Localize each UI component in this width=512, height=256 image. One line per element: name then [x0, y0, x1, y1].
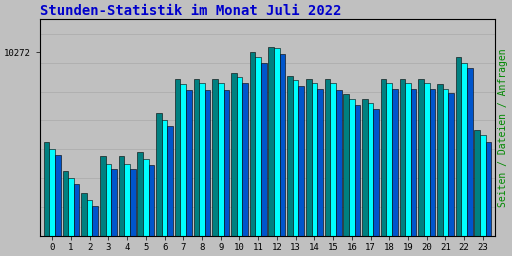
Bar	[167, 126, 173, 256]
Bar	[461, 63, 467, 256]
Bar	[381, 79, 387, 256]
Bar	[231, 73, 237, 256]
Bar	[237, 77, 242, 256]
Bar	[242, 83, 248, 256]
Bar	[218, 83, 224, 256]
Bar	[387, 83, 392, 256]
Bar	[68, 178, 74, 256]
Bar	[255, 57, 261, 256]
Bar	[44, 142, 50, 256]
Bar	[81, 193, 87, 256]
Bar	[467, 68, 473, 256]
Bar	[437, 84, 443, 256]
Bar	[480, 135, 486, 256]
Bar	[344, 94, 349, 256]
Bar	[130, 169, 136, 256]
Bar	[287, 76, 293, 256]
Text: Stunden-Statistik im Monat Juli 2022: Stunden-Statistik im Monat Juli 2022	[40, 4, 342, 18]
Bar	[443, 89, 448, 256]
Bar	[148, 165, 154, 256]
Bar	[418, 79, 424, 256]
Bar	[274, 48, 280, 256]
Bar	[330, 83, 336, 256]
Bar	[93, 206, 98, 256]
Bar	[111, 169, 117, 256]
Bar	[448, 93, 454, 256]
Bar	[424, 83, 430, 256]
Bar	[119, 156, 124, 256]
Bar	[186, 90, 191, 256]
Bar	[312, 83, 317, 256]
Bar	[362, 99, 368, 256]
Bar	[124, 164, 130, 256]
Bar	[475, 131, 480, 256]
Bar	[430, 89, 435, 256]
Bar	[50, 149, 55, 256]
Bar	[55, 155, 60, 256]
Bar	[162, 120, 167, 256]
Bar	[293, 80, 298, 256]
Bar	[373, 109, 379, 256]
Bar	[156, 113, 162, 256]
Bar	[199, 83, 205, 256]
Bar	[399, 79, 405, 256]
Bar	[486, 142, 492, 256]
Bar	[280, 54, 285, 256]
Bar	[456, 57, 461, 256]
Bar	[212, 79, 218, 256]
Bar	[268, 47, 274, 256]
Bar	[224, 90, 229, 256]
Bar	[194, 79, 199, 256]
Bar	[411, 89, 416, 256]
Bar	[175, 79, 181, 256]
Bar	[405, 83, 411, 256]
Bar	[368, 103, 373, 256]
Bar	[205, 90, 210, 256]
Bar	[317, 89, 323, 256]
Bar	[105, 164, 111, 256]
Y-axis label: Seiten / Dateien / Anfragen: Seiten / Dateien / Anfragen	[498, 48, 508, 207]
Bar	[181, 84, 186, 256]
Bar	[336, 90, 342, 256]
Bar	[87, 200, 93, 256]
Bar	[298, 86, 304, 256]
Bar	[355, 104, 360, 256]
Bar	[100, 156, 105, 256]
Bar	[349, 99, 355, 256]
Bar	[261, 63, 267, 256]
Bar	[137, 152, 143, 256]
Bar	[250, 52, 255, 256]
Bar	[325, 79, 330, 256]
Bar	[62, 171, 68, 256]
Bar	[143, 159, 148, 256]
Bar	[306, 79, 312, 256]
Bar	[74, 184, 79, 256]
Bar	[392, 89, 398, 256]
